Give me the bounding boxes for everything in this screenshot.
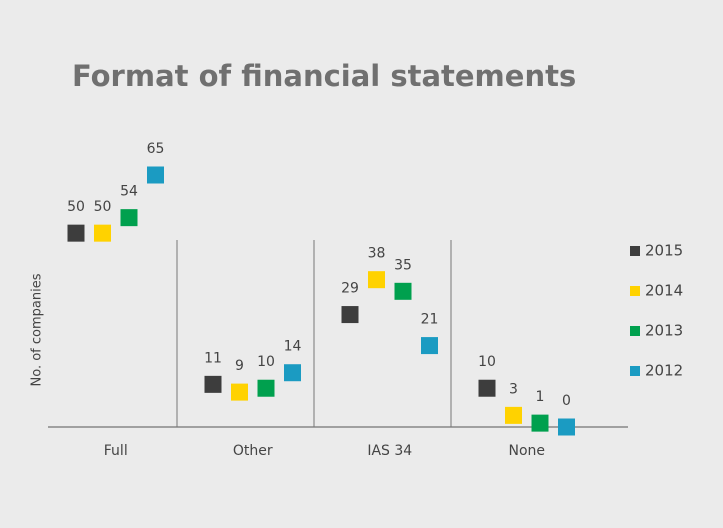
value-label: 29 xyxy=(341,281,359,297)
marker xyxy=(478,379,496,397)
legend-swatch xyxy=(630,246,640,256)
marker xyxy=(368,271,385,289)
value-label: 3 xyxy=(509,381,518,397)
marker xyxy=(67,224,85,242)
marker xyxy=(421,337,438,355)
marker xyxy=(558,418,575,436)
x-tick-label: Full xyxy=(104,443,128,459)
y-axis-label: No. of companies xyxy=(30,273,45,386)
value-label: 50 xyxy=(67,199,85,215)
value-label: 9 xyxy=(235,358,244,374)
value-label: 1 xyxy=(536,389,545,405)
x-tick-label: None xyxy=(508,443,545,459)
value-label: 50 xyxy=(94,199,112,215)
marker xyxy=(257,379,275,397)
legend-swatch xyxy=(630,366,640,376)
marker xyxy=(341,306,359,324)
marker xyxy=(204,375,222,393)
legend-label: 2013 xyxy=(645,322,683,340)
value-label: 65 xyxy=(147,141,165,157)
marker xyxy=(231,383,248,401)
legend-label: 2014 xyxy=(645,282,683,300)
marker xyxy=(531,414,549,432)
value-label: 35 xyxy=(394,257,412,273)
legend-swatch xyxy=(630,326,640,336)
value-label: 10 xyxy=(478,354,496,370)
marker xyxy=(505,406,522,424)
x-tick-label: IAS 34 xyxy=(367,443,412,459)
value-label: 38 xyxy=(368,246,386,262)
value-label: 11 xyxy=(204,350,222,366)
x-tick-label: Other xyxy=(233,443,273,459)
value-label: 54 xyxy=(120,184,138,200)
marker xyxy=(120,209,138,227)
legend-label: 2015 xyxy=(645,242,683,260)
marker xyxy=(284,364,301,382)
marker xyxy=(94,224,111,242)
legend-label: 2012 xyxy=(645,362,683,380)
legend-swatch xyxy=(630,286,640,296)
marker xyxy=(394,282,412,300)
value-label: 10 xyxy=(257,354,275,370)
marker xyxy=(147,166,164,184)
value-label: 21 xyxy=(421,312,439,328)
chart-title: Format of financial statements xyxy=(72,59,576,93)
value-label: 14 xyxy=(284,339,302,355)
value-label: 0 xyxy=(562,393,571,409)
